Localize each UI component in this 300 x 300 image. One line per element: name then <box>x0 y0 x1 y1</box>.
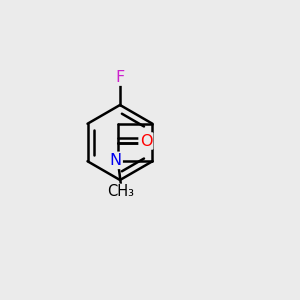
Text: N: N <box>110 153 122 168</box>
Text: F: F <box>116 70 124 85</box>
Text: CH₃: CH₃ <box>107 184 134 199</box>
Text: O: O <box>140 134 152 148</box>
